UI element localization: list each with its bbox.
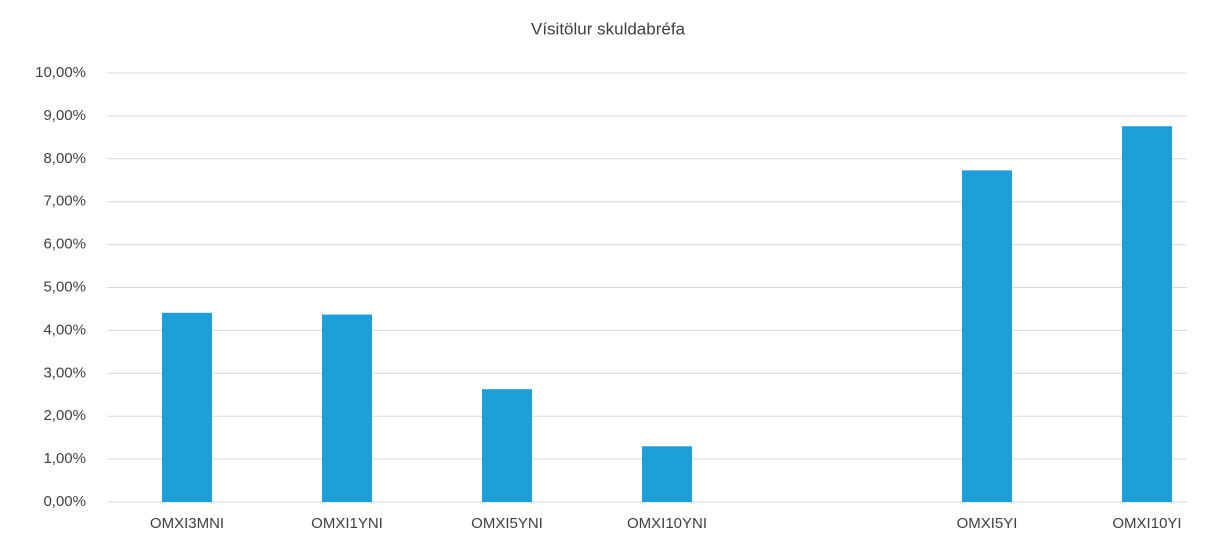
x-tick-label: OMXI3MNI — [150, 515, 224, 532]
x-tick-label: OMXI10YNI — [627, 515, 707, 532]
y-tick-label: 3,00% — [43, 364, 86, 381]
chart-title: Vísitölur skuldabréfa — [531, 19, 686, 38]
bar — [162, 312, 212, 502]
bar — [642, 446, 692, 502]
x-tick-label: OMXI5YNI — [471, 515, 543, 532]
y-tick-label: 10,00% — [35, 64, 86, 81]
y-tick-label: 6,00% — [43, 236, 86, 253]
bar — [1122, 126, 1172, 503]
x-tick-label: OMXI5YI — [957, 515, 1018, 532]
y-tick-label: 9,00% — [43, 107, 86, 124]
x-tick-label: OMXI1YNI — [311, 515, 383, 532]
x-tick-label: OMXI10YI — [1112, 515, 1181, 532]
y-tick-label: 7,00% — [43, 193, 86, 210]
y-tick-label: 4,00% — [43, 321, 86, 338]
y-tick-label: 2,00% — [43, 407, 86, 424]
bar — [322, 314, 372, 502]
y-tick-label: 8,00% — [43, 150, 86, 167]
y-tick-label: 1,00% — [43, 450, 86, 467]
bar — [482, 389, 532, 502]
bar — [962, 170, 1012, 502]
y-tick-label: 5,00% — [43, 278, 86, 295]
y-tick-label: 0,00% — [43, 493, 86, 510]
